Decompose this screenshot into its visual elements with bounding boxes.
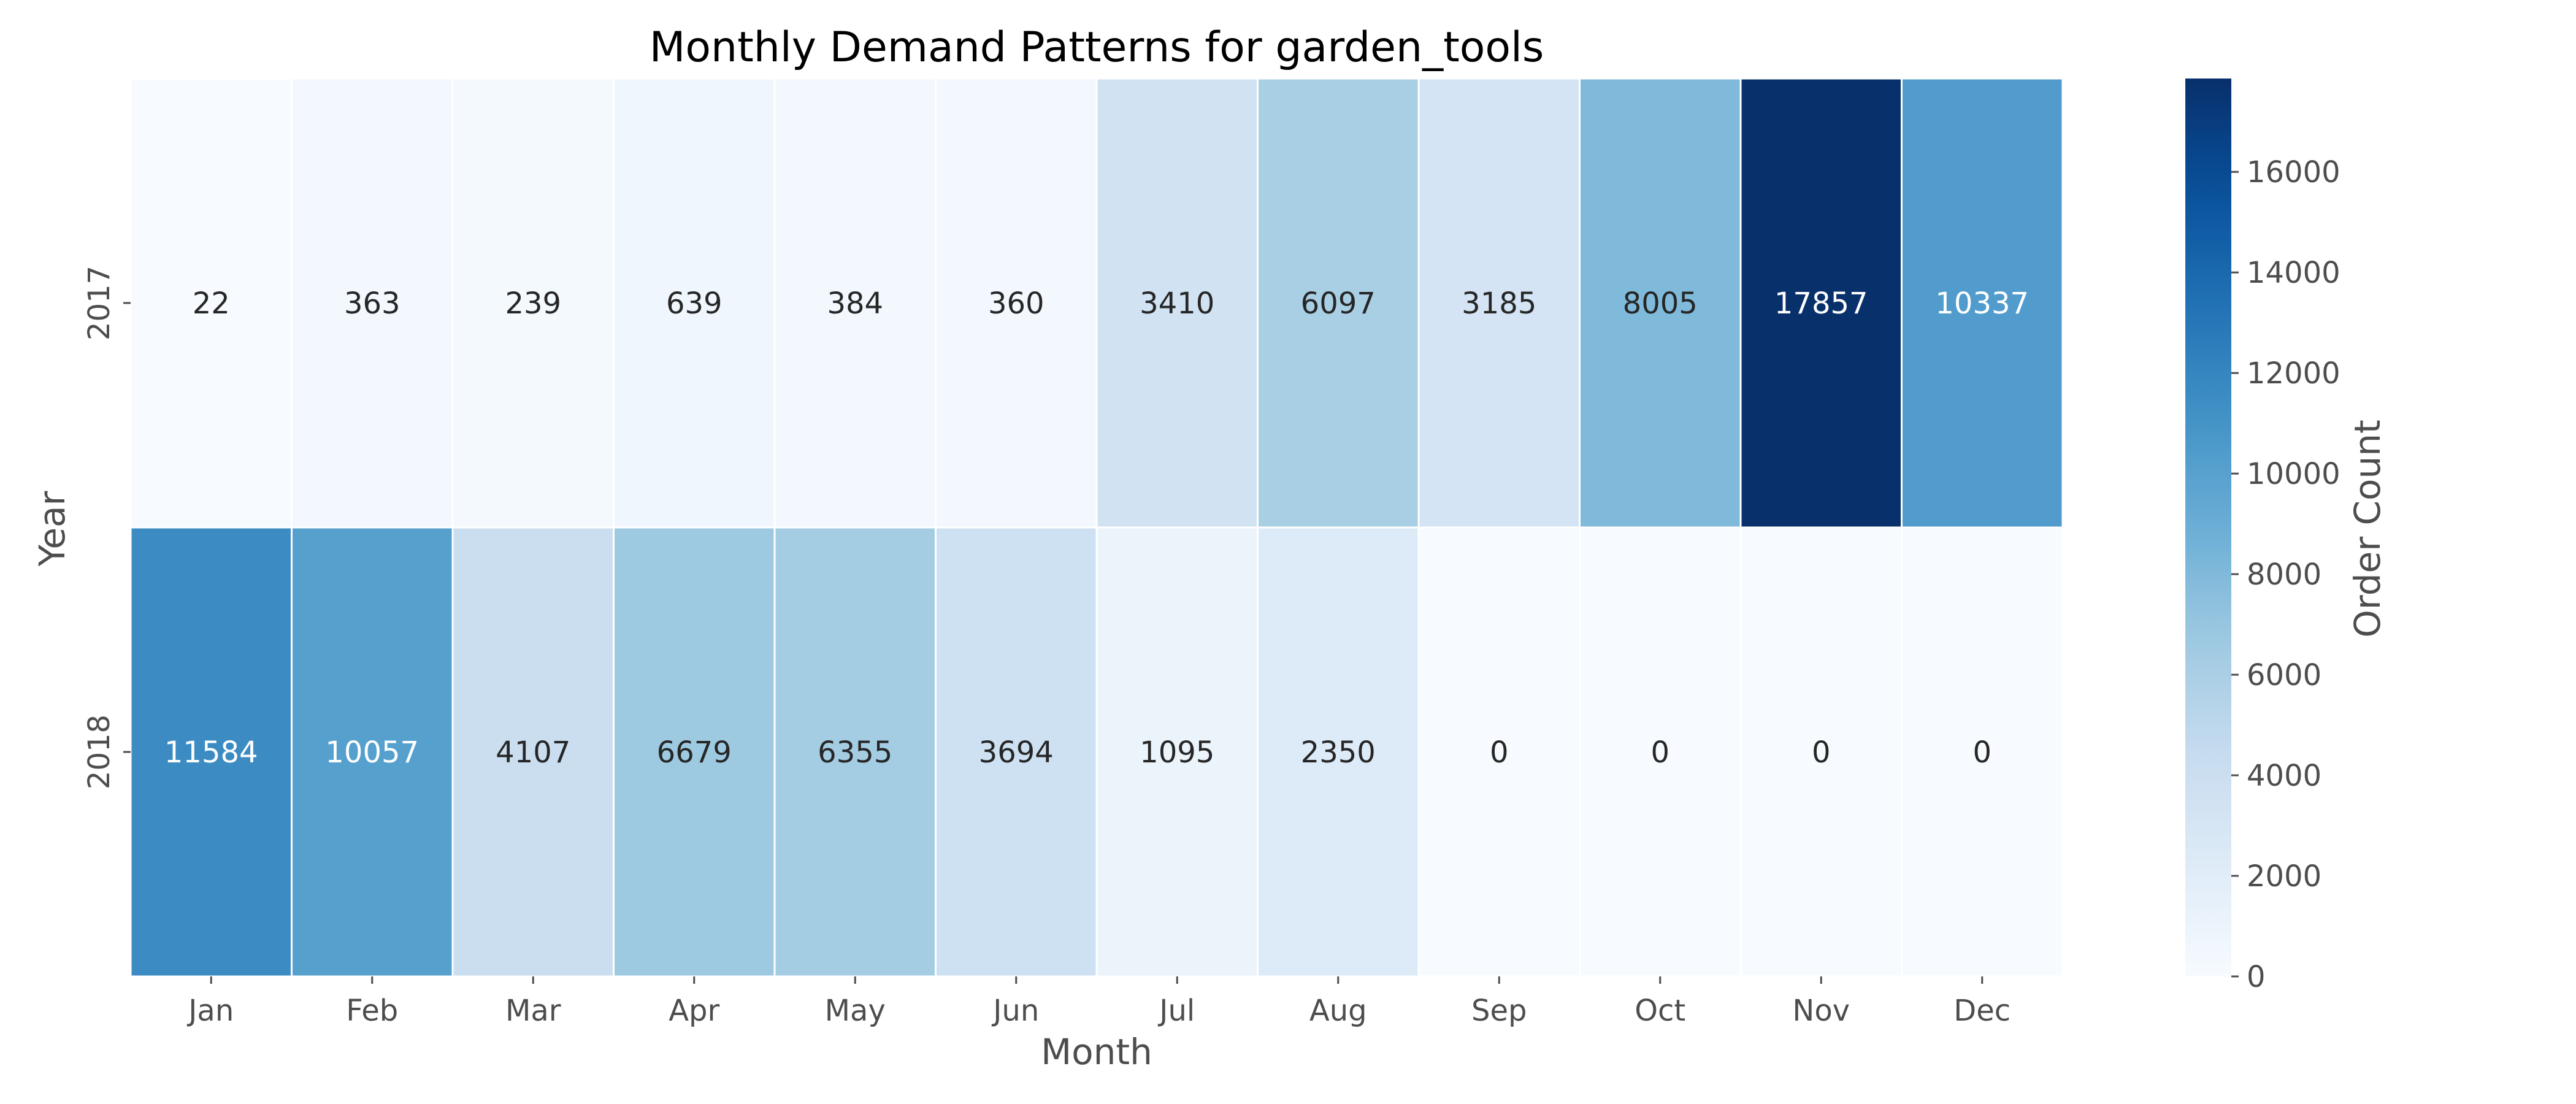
x-tick-label: Jul — [1157, 994, 1195, 1028]
x-tick-label: Jan — [186, 994, 234, 1028]
colorbar-label: Order Count — [2347, 420, 2388, 638]
cell-value-label: 239 — [505, 286, 561, 321]
colorbar-tick-label: 4000 — [2247, 759, 2321, 793]
cell-value-label: 22 — [193, 286, 230, 321]
colorbar-tick-label: 0 — [2247, 960, 2266, 994]
cell-value-label: 0 — [1650, 735, 1669, 770]
x-axis-label: Month — [1041, 1031, 1152, 1073]
heatmap-cell — [1257, 526, 1420, 978]
cell-value-label: 0 — [1812, 735, 1831, 770]
heatmap-cell — [773, 77, 937, 529]
heatmap-cell — [613, 526, 776, 978]
heatmap-cell — [1579, 526, 1742, 978]
colorbar-tick-label: 2000 — [2247, 859, 2321, 894]
heatmap-cell — [1417, 526, 1581, 978]
cell-value-label: 6355 — [818, 735, 892, 770]
colorbar-tick-label: 12000 — [2247, 356, 2340, 391]
cell-value-label: 6097 — [1301, 286, 1376, 321]
cell-value-label: 2350 — [1301, 735, 1376, 770]
cell-value-label: 10057 — [325, 735, 419, 770]
x-tick-label: Oct — [1635, 994, 1685, 1028]
heatmap-cell — [935, 77, 1098, 529]
cell-value-label: 4107 — [496, 735, 570, 770]
colorbar-gradient — [2185, 79, 2231, 976]
y-axis-ticks: 2017 2018 — [82, 266, 131, 789]
heatmap-cell — [1579, 77, 1742, 529]
cell-value-label: 3410 — [1140, 286, 1214, 321]
heatmap-cell — [451, 77, 615, 529]
x-tick-label: Mar — [505, 994, 561, 1028]
cell-value-label: 10337 — [1935, 286, 2029, 321]
cell-value-label: 0 — [1972, 735, 1991, 770]
x-tick-label: Feb — [346, 994, 398, 1028]
heatmap-cell — [129, 526, 293, 978]
x-tick-label: Apr — [669, 994, 719, 1028]
cell-value-label: 1095 — [1140, 735, 1214, 770]
cell-value-label: 384 — [827, 286, 883, 321]
y-axis-label: Year — [31, 491, 73, 567]
chart-title: Monthly Demand Patterns for garden_tools — [650, 23, 1544, 72]
cell-value-label: 639 — [666, 286, 723, 321]
cell-value-label: 17857 — [1774, 286, 1868, 321]
heatmap-cell — [291, 526, 454, 978]
x-tick-label: Nov — [1792, 994, 1850, 1028]
cell-value-label: 3185 — [1462, 286, 1536, 321]
heatmap-cell — [1095, 526, 1259, 978]
cell-value-label: 8005 — [1623, 286, 1698, 321]
colorbar-tick-label: 14000 — [2247, 256, 2340, 290]
colorbar-tick-label: 8000 — [2247, 558, 2321, 592]
heatmap-cell — [613, 77, 776, 529]
colorbar-tick-label: 16000 — [2247, 155, 2340, 190]
x-tick-label: Aug — [1309, 994, 1367, 1028]
colorbar-tick-label: 10000 — [2247, 457, 2340, 491]
x-tick-label: May — [825, 994, 886, 1028]
heatmap-cells: 22 363 239 639 384 360 3410 6097 3185 8005 17857 10… — [129, 77, 2064, 978]
cell-value-label: 363 — [344, 286, 401, 321]
heatmap-cell — [773, 526, 937, 978]
x-tick-label: Dec — [1953, 994, 2011, 1028]
x-tick-label: Jun — [991, 994, 1039, 1028]
cell-value-label: 0 — [1490, 735, 1509, 770]
y-tick-label: 2018 — [82, 715, 117, 789]
heatmap-cell — [129, 77, 293, 529]
cell-value-label: 360 — [988, 286, 1045, 321]
heatmap-cell — [1901, 526, 2064, 978]
heatmap-cell — [451, 526, 615, 978]
heatmap-cell — [291, 77, 454, 529]
cell-value-label: 6679 — [657, 735, 732, 770]
y-tick-label: 2017 — [82, 266, 117, 340]
cell-value-label: 3694 — [979, 735, 1054, 770]
cell-value-label: 11584 — [164, 735, 258, 770]
heatmap-cell — [935, 526, 1098, 978]
x-axis-ticks: Jan Feb Mar Apr May Jun Jul Aug Sep Oct Nov Dec — [186, 976, 2011, 1028]
heatmap-cell — [1739, 526, 1903, 978]
heatmap-cell — [1257, 77, 1420, 529]
colorbar: 0 2000 4000 6000 8000 10000 12000 14000 16000 — [2185, 79, 2340, 994]
heatmap-cell — [1901, 77, 2064, 529]
x-tick-label: Sep — [1471, 994, 1527, 1028]
colorbar-tick-label: 6000 — [2247, 658, 2321, 692]
